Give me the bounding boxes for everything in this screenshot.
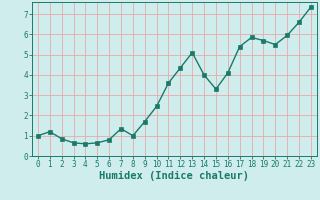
X-axis label: Humidex (Indice chaleur): Humidex (Indice chaleur) <box>100 171 249 181</box>
